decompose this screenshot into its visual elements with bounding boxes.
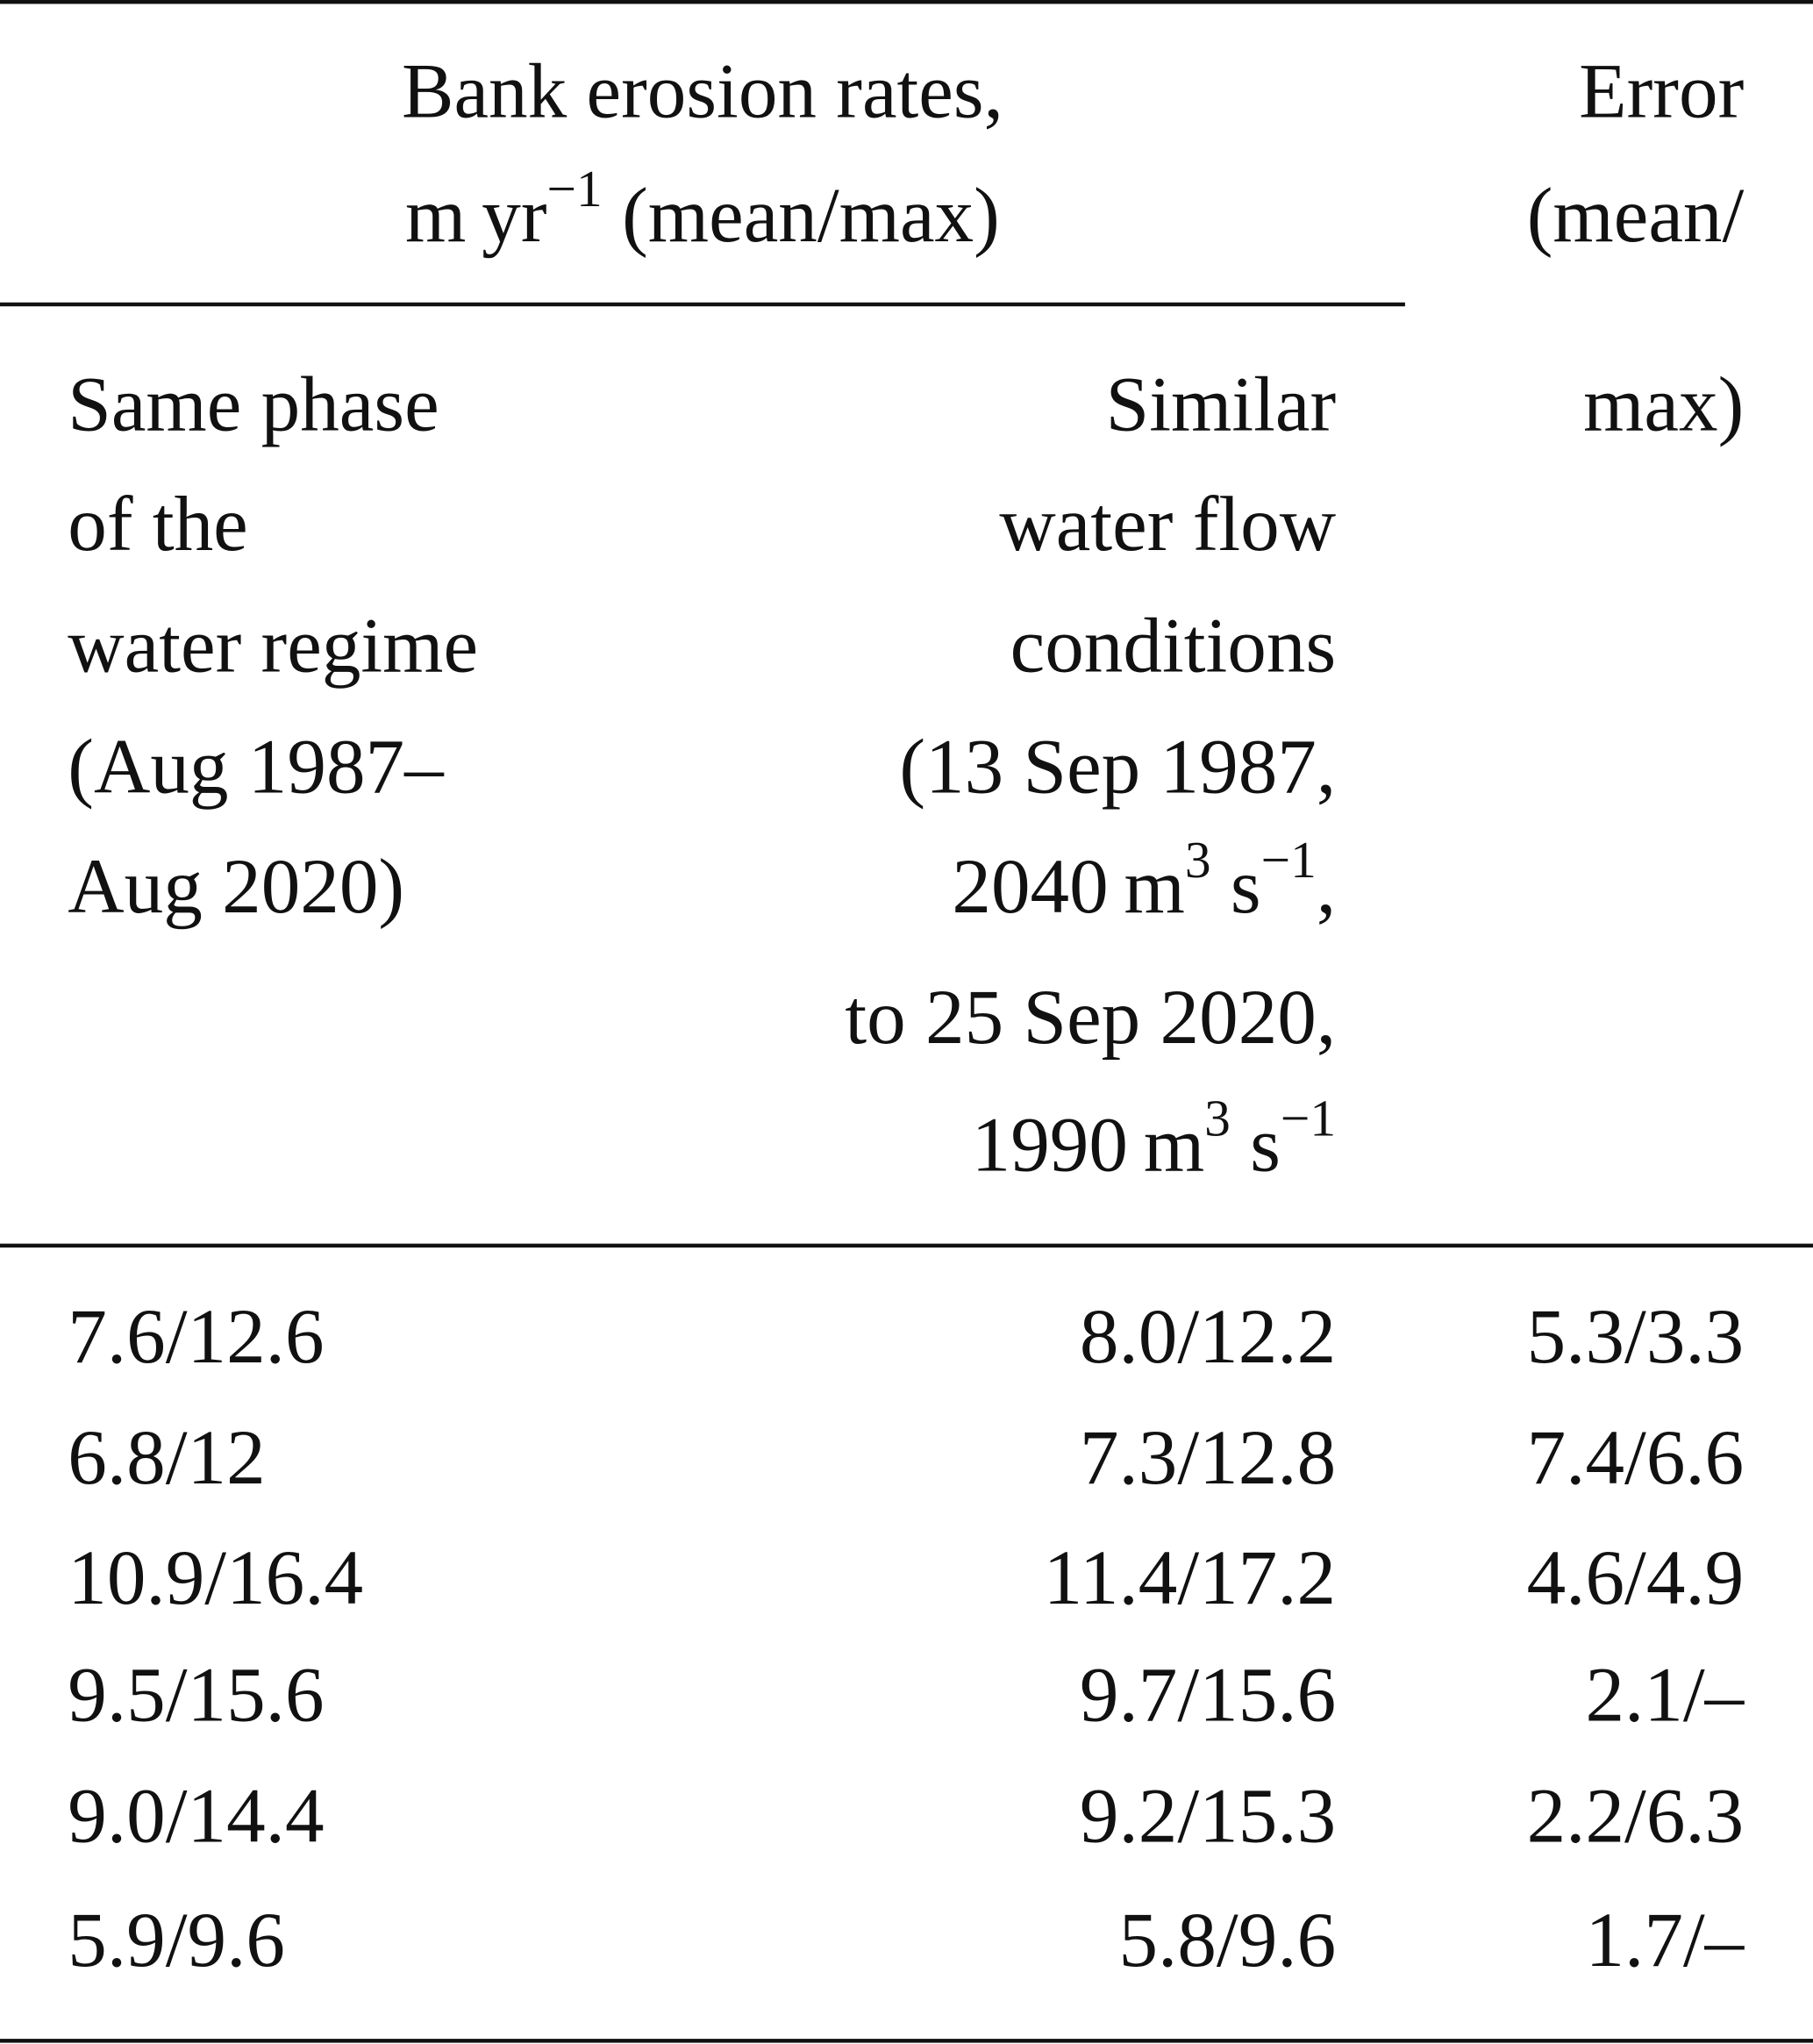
superscript: −1: [546, 159, 603, 218]
text-segment: of the: [68, 481, 248, 568]
text-line: water flow: [391, 478, 1336, 569]
text-segment: 1990 m: [971, 1101, 1205, 1188]
superscript: 3: [1184, 830, 1211, 890]
superscript: −1: [1280, 1088, 1337, 1147]
table-cell: 9.0/14.4: [68, 1772, 325, 1860]
text-line: (Aug 1987–: [68, 721, 1303, 812]
table-cell: 6.8/12: [68, 1414, 266, 1501]
text-segment: Error: [1579, 47, 1745, 135]
text-line: 1990 m3 s−1: [391, 1092, 1336, 1190]
text-segment: to 25 Sep 2020,: [845, 974, 1337, 1061]
text-segment: s: [1230, 1101, 1281, 1188]
table-cell: 4.6/4.9: [1526, 1534, 1745, 1621]
table-cell: 10.9/16.4: [68, 1534, 364, 1621]
table-cell: 9.5/15.6: [68, 1651, 325, 1738]
table-cell: 2.2/6.3: [1526, 1772, 1745, 1860]
text-line: Similar: [391, 359, 1337, 450]
text-segment: (Aug 1987–: [68, 723, 444, 810]
table-cell: 9.7/15.6: [1079, 1651, 1337, 1738]
text-line: of the: [68, 478, 1303, 569]
text-line: to 25 Sep 2020,: [391, 971, 1336, 1062]
header-rule: [0, 1243, 1813, 1248]
table-cell: 7.3/12.8: [1079, 1414, 1337, 1501]
bottom-rule: [0, 2039, 1813, 2043]
text-segment: conditions: [1010, 602, 1337, 689]
text-line: Same phase: [68, 359, 1303, 450]
group-rule: [0, 302, 1405, 307]
text-segment: Bank erosion rates,: [402, 47, 1003, 135]
text-segment: water flow: [999, 481, 1337, 568]
text-line: (13 Sep 1987,: [391, 721, 1336, 812]
top-rule: [0, 0, 1813, 4]
text-line: water regime: [68, 600, 1303, 691]
table-cell: 5.8/9.6: [1118, 1897, 1337, 1983]
text-segment: s: [1210, 843, 1261, 930]
text-segment: Similar: [1105, 361, 1337, 447]
text-segment: ,: [1316, 843, 1337, 930]
table-cell: 1.7/–: [1585, 1897, 1745, 1983]
text-line: (mean/: [1408, 169, 1745, 261]
text-line: m yr−1 (mean/max): [0, 162, 1405, 261]
text-segment: m yr: [405, 172, 547, 259]
superscript: 3: [1204, 1088, 1231, 1147]
superscript: −1: [1260, 830, 1317, 890]
text-line: 2040 m3 s−1,: [391, 833, 1337, 932]
text-segment: Same phase: [68, 361, 439, 447]
text-line: Bank erosion rates,: [0, 46, 1405, 137]
table-cell: 5.3/3.3: [1526, 1293, 1745, 1380]
text-line: max): [1408, 359, 1744, 450]
text-line: Aug 2020): [68, 840, 1303, 932]
table-cell: 9.2/15.3: [1079, 1772, 1337, 1860]
text-segment: (13 Sep 1987,: [899, 723, 1337, 810]
text-segment: 2040 m: [952, 843, 1185, 930]
table-cell: 2.1/–: [1585, 1651, 1745, 1738]
text-line: Error: [1408, 46, 1744, 137]
table-cell: 8.0/12.2: [1079, 1293, 1337, 1380]
text-segment: (mean/max): [602, 172, 1000, 259]
text-segment: (mean/: [1526, 172, 1745, 259]
text-segment: water regime: [68, 602, 479, 689]
text-line: conditions: [391, 600, 1337, 691]
table-cell: 5.9/9.6: [68, 1897, 285, 1983]
table-cell: 11.4/17.2: [1043, 1534, 1337, 1621]
text-segment: max): [1583, 361, 1745, 447]
text-segment: Aug 2020): [68, 843, 405, 930]
table-cell: 7.6/12.6: [68, 1293, 325, 1380]
table-cell: 7.4/6.6: [1526, 1414, 1745, 1501]
